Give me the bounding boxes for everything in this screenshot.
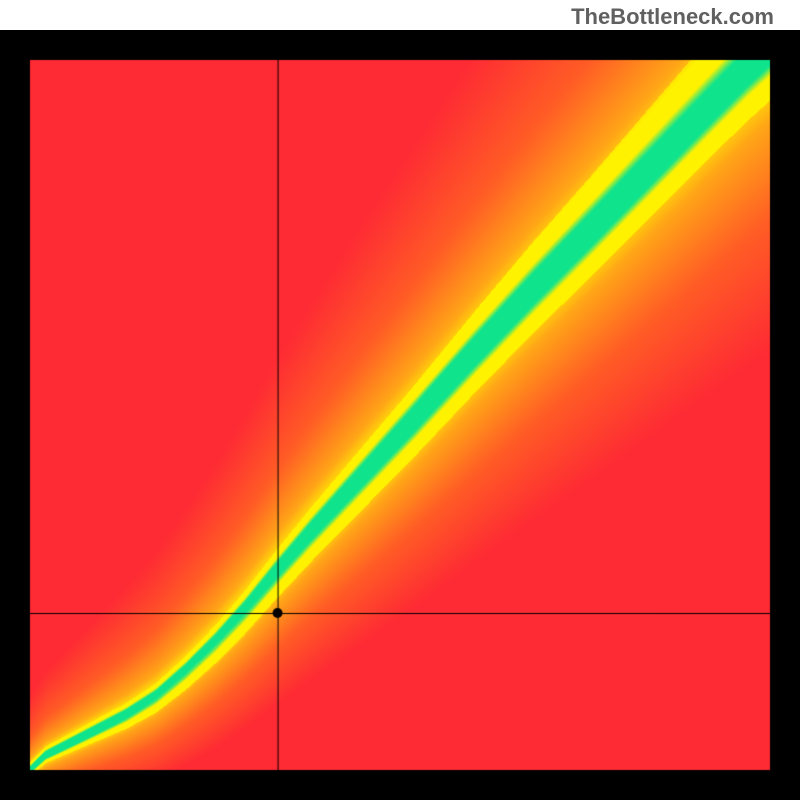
heatmap-canvas (0, 30, 800, 800)
watermark-text: TheBottleneck.com (571, 4, 774, 30)
bottleneck-chart (0, 30, 800, 800)
